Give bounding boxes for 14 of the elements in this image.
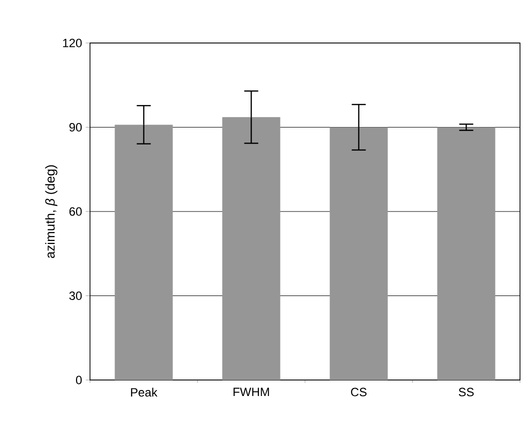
bar — [437, 127, 496, 380]
bar — [330, 127, 388, 380]
x-tick-label: SS — [458, 388, 474, 396]
y-tick-label: 30 — [69, 292, 82, 300]
y-tick-label: 0 — [76, 376, 82, 384]
y-axis-title: azimuth, β (deg) — [45, 165, 58, 258]
y-tick-label: 60 — [69, 207, 82, 216]
y-tick-label: 90 — [69, 123, 82, 132]
x-tick-label: FWHM — [234, 388, 269, 396]
bar — [114, 124, 173, 380]
x-tick-label: CS — [351, 388, 367, 396]
x-tick-label: Peak — [131, 388, 158, 397]
bar — [222, 117, 280, 380]
y-tick-label: 120 — [63, 38, 82, 48]
